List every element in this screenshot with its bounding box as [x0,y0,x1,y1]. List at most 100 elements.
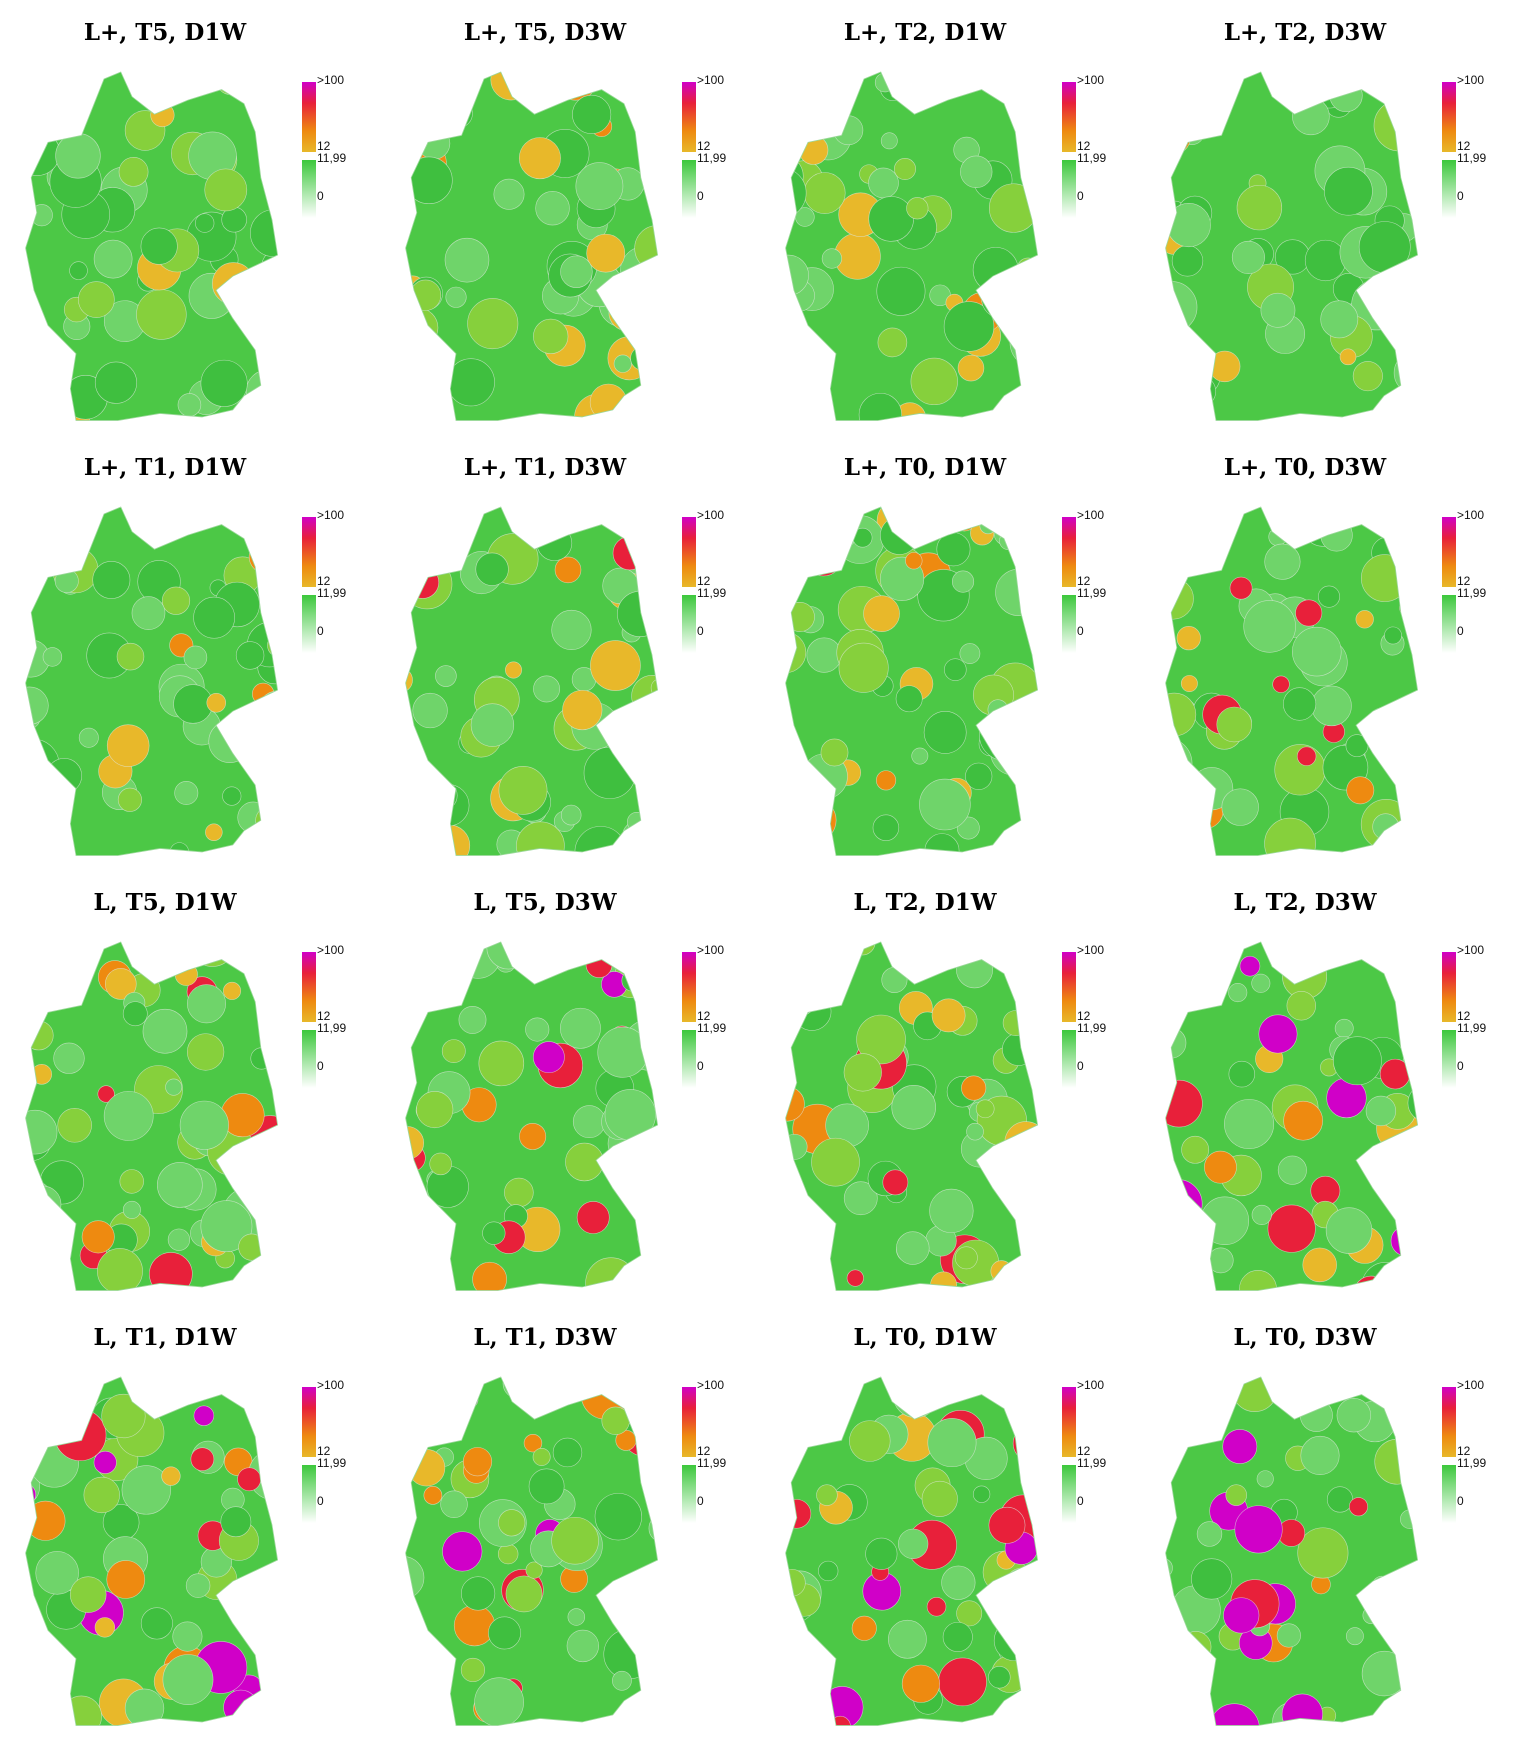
legend-hot [1062,517,1076,587]
region [405,943,428,984]
legend-label: >100 [317,508,344,522]
legend-label: 11,99 [697,151,726,165]
region [1166,203,1211,248]
region [162,1654,214,1705]
region [42,647,63,667]
region [616,1150,635,1170]
legend-label: >100 [697,943,724,957]
panel-title: L, T0, D1W [853,1324,997,1351]
region [25,1109,58,1155]
region [631,675,658,718]
legend-label: 0 [697,624,704,638]
region [1407,1083,1418,1122]
region [1002,1010,1029,1036]
region [1187,359,1212,385]
region [585,951,613,979]
region [1400,1509,1418,1529]
region [248,724,278,773]
country-border [785,71,1039,421]
legend-label: >100 [697,73,724,87]
region [586,233,626,273]
region [187,984,226,1024]
region [635,732,658,763]
legend-label: >100 [317,1378,344,1392]
region [575,162,624,211]
region [200,1200,253,1253]
region [405,1555,425,1600]
region [1165,1050,1173,1070]
region [504,1177,534,1208]
region [631,98,658,127]
region [785,942,824,990]
region [262,1378,278,1408]
country-border [1165,1376,1419,1726]
region [249,286,278,338]
regions [25,507,278,856]
region [428,824,471,856]
region [405,1203,433,1241]
region [222,786,242,806]
region [1165,1179,1203,1229]
region [1234,1505,1283,1554]
region [131,596,166,630]
region [669,1607,691,1629]
legend-label: 11,99 [697,586,726,600]
region [25,1655,66,1695]
region [101,1393,146,1439]
region [539,942,576,963]
region [559,1007,601,1049]
region [972,247,1019,293]
legend-label: 12 [1457,574,1471,588]
region [877,327,908,358]
region [1012,1564,1038,1603]
region [1030,1065,1038,1099]
legend-label: 0 [317,624,324,638]
region [405,1227,448,1273]
region [414,354,442,382]
region [1283,1100,1323,1141]
region [1165,1027,1187,1059]
region [1020,304,1038,342]
region [1016,257,1038,280]
panel-title: L, T5, D3W [473,889,617,916]
region [412,692,448,729]
region [1361,1650,1408,1697]
region [486,942,531,970]
region [1392,76,1418,104]
region [999,531,1018,550]
region [1176,626,1201,651]
region [405,667,413,693]
region [1420,943,1441,964]
region [904,72,941,95]
region [982,942,1033,971]
region [488,1616,521,1650]
region [1304,239,1347,282]
region [848,942,876,956]
region [237,1467,262,1492]
legend-label: 0 [1457,189,1464,203]
legend-label: 0 [317,189,324,203]
region [868,167,899,199]
region [648,1513,658,1543]
legend-label: 0 [697,189,704,203]
region [50,836,71,856]
region [1318,585,1340,608]
region [1208,1703,1260,1726]
region [157,1162,203,1208]
region [1355,610,1374,629]
region [532,1448,551,1466]
region [258,1377,278,1402]
legend-hot [1062,952,1076,1022]
region [78,281,115,318]
region [1406,367,1418,413]
legend-label: 0 [1457,1059,1464,1073]
region [1281,1380,1306,1406]
region [804,94,824,113]
panel-title: L+, T0, D1W [844,454,1008,481]
region [177,393,202,417]
region [103,1091,154,1141]
region [872,814,900,841]
